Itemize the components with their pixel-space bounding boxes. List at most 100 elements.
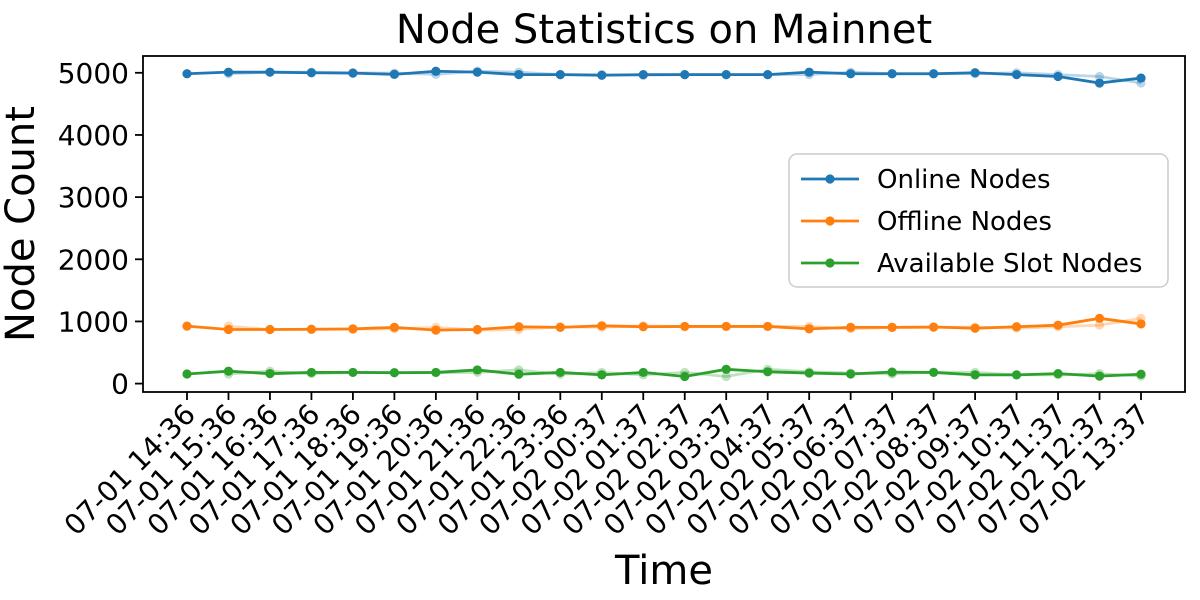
y-tick-label: 2000 xyxy=(58,243,129,276)
data-point-offline-nodes xyxy=(431,325,441,335)
data-point-online-nodes xyxy=(514,70,524,80)
data-point-available-slot-nodes xyxy=(223,366,234,376)
data-point-available-slot-nodes xyxy=(265,369,275,379)
data-point-available-slot-nodes xyxy=(182,369,192,379)
ghost-data-point xyxy=(1094,71,1105,82)
data-point-offline-nodes xyxy=(1094,313,1105,323)
ghost-data-point xyxy=(1094,320,1105,330)
data-point-online-nodes xyxy=(472,67,482,77)
data-point-available-slot-nodes xyxy=(472,365,482,375)
data-point-offline-nodes xyxy=(389,322,399,332)
data-point-online-nodes xyxy=(763,70,773,80)
data-point-offline-nodes xyxy=(348,324,358,334)
legend-marker xyxy=(825,174,835,184)
data-point-online-nodes xyxy=(306,68,317,78)
data-point-available-slot-nodes xyxy=(389,368,399,378)
data-point-available-slot-nodes xyxy=(929,367,939,378)
data-point-available-slot-nodes xyxy=(514,369,524,379)
y-tick-label: 4000 xyxy=(58,119,129,152)
data-point-online-nodes xyxy=(846,69,856,79)
data-point-online-nodes xyxy=(1094,78,1105,88)
data-point-offline-nodes xyxy=(804,324,814,334)
data-point-online-nodes xyxy=(1136,73,1146,83)
data-point-offline-nodes xyxy=(223,324,234,335)
legend-item-offline-nodes: Offline Nodes xyxy=(801,207,1052,237)
data-point-offline-nodes xyxy=(265,324,275,335)
data-point-online-nodes xyxy=(929,69,939,79)
data-point-online-nodes xyxy=(182,69,192,79)
x-axis-label: Time xyxy=(614,548,713,594)
legend-item-online-nodes: Online Nodes xyxy=(801,165,1051,195)
data-point-available-slot-nodes xyxy=(763,367,773,377)
data-point-online-nodes xyxy=(431,66,441,76)
data-point-available-slot-nodes xyxy=(887,367,897,377)
data-point-online-nodes xyxy=(348,68,358,78)
series-line-offline-nodes xyxy=(186,316,1142,332)
data-point-available-slot-nodes xyxy=(680,371,690,382)
data-point-offline-nodes xyxy=(763,321,773,332)
data-point-available-slot-nodes xyxy=(804,368,814,378)
data-point-offline-nodes xyxy=(887,322,897,332)
data-point-offline-nodes xyxy=(929,322,939,332)
data-point-available-slot-nodes xyxy=(638,367,648,378)
plot-border xyxy=(142,55,1186,393)
data-point-available-slot-nodes xyxy=(555,367,565,378)
data-point-available-slot-nodes xyxy=(1094,371,1105,381)
y-tick-label: 5000 xyxy=(58,57,129,90)
y-tick-label: 1000 xyxy=(58,305,129,338)
data-point-offline-nodes xyxy=(555,322,565,332)
data-point-online-nodes xyxy=(597,70,607,80)
data-point-offline-nodes xyxy=(306,324,317,334)
data-point-offline-nodes xyxy=(1136,319,1146,329)
series-line-online-nodes xyxy=(186,69,1142,85)
legend-marker xyxy=(825,258,835,268)
data-point-offline-nodes xyxy=(970,323,980,333)
data-point-available-slot-nodes xyxy=(306,367,317,378)
data-point-online-nodes xyxy=(680,70,690,80)
data-point-offline-nodes xyxy=(680,321,690,332)
data-point-available-slot-nodes xyxy=(721,364,731,374)
data-point-offline-nodes xyxy=(182,321,192,331)
y-tick-label: 0 xyxy=(111,368,129,401)
data-point-available-slot-nodes xyxy=(1136,369,1146,379)
chart-title: Node Statistics on Mainnet xyxy=(396,7,932,53)
data-point-online-nodes xyxy=(555,70,565,80)
data-point-offline-nodes xyxy=(638,322,648,332)
data-point-offline-nodes xyxy=(472,324,482,335)
data-point-online-nodes xyxy=(970,68,980,78)
data-point-online-nodes xyxy=(638,70,648,80)
data-point-offline-nodes xyxy=(846,322,856,332)
data-point-online-nodes xyxy=(265,67,275,77)
legend-label: Offline Nodes xyxy=(877,207,1052,237)
legend: Online Nodes Offline Nodes Available Slot … xyxy=(788,153,1169,288)
data-point-online-nodes xyxy=(1053,71,1063,82)
data-point-online-nodes xyxy=(389,69,399,79)
legend-label: Online Nodes xyxy=(877,165,1051,195)
data-point-available-slot-nodes xyxy=(970,370,980,380)
legend-label: Available Slot Nodes xyxy=(877,249,1142,279)
data-point-online-nodes xyxy=(1011,70,1022,80)
data-point-available-slot-nodes xyxy=(348,367,358,378)
data-point-available-slot-nodes xyxy=(597,370,607,380)
data-point-online-nodes xyxy=(804,67,814,77)
data-point-available-slot-nodes xyxy=(1053,369,1063,379)
data-point-offline-nodes xyxy=(721,321,731,332)
data-point-online-nodes xyxy=(887,69,897,79)
legend-box xyxy=(788,153,1169,288)
y-axis-label: Node Count xyxy=(0,106,44,342)
legend-item-available-slot-nodes: Available Slot Nodes xyxy=(801,249,1142,279)
ghost-data-point xyxy=(721,371,731,382)
data-point-available-slot-nodes xyxy=(431,367,441,378)
data-point-offline-nodes xyxy=(514,322,524,332)
data-point-offline-nodes xyxy=(1011,322,1022,332)
data-point-available-slot-nodes xyxy=(846,369,856,379)
data-point-online-nodes xyxy=(223,67,234,77)
data-point-available-slot-nodes xyxy=(1011,370,1022,380)
y-tick-label: 3000 xyxy=(58,181,129,214)
data-point-offline-nodes xyxy=(597,321,607,331)
legend-marker xyxy=(825,216,835,226)
data-point-offline-nodes xyxy=(1053,320,1063,330)
